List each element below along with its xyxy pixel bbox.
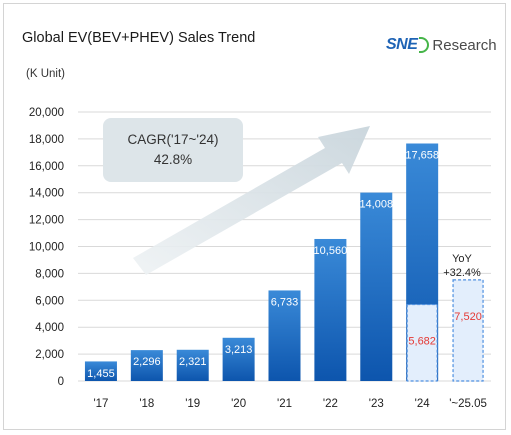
y-tick-label: 8,000	[35, 268, 64, 280]
x-tick-label: '21	[277, 398, 292, 410]
logo-text: Research	[432, 36, 497, 54]
bar	[360, 192, 393, 381]
bar	[268, 290, 301, 381]
x-axis-ticks: '17 '18 '19 '20 '21 '22 '23 '24 '~25.05	[93, 398, 486, 410]
yoy-annotation: YoY +32.4%	[443, 253, 481, 279]
y-tick-label: 20,000	[29, 107, 64, 119]
x-tick-label: '22	[323, 398, 338, 410]
x-tick-label: '24	[415, 398, 431, 410]
x-tick-label: '23	[369, 398, 384, 410]
chart-title: Global EV(BEV+PHEV) Sales Trend	[22, 30, 256, 46]
bar	[130, 350, 163, 381]
bar	[314, 238, 347, 381]
x-tick-label: '20	[231, 398, 246, 410]
bar	[222, 337, 255, 381]
yoy-label: YoY	[452, 253, 472, 265]
company-logo: SNE Research	[386, 34, 497, 56]
unit-label: (K Unit)	[26, 68, 65, 80]
y-tick-label: 4,000	[35, 322, 64, 334]
x-tick-label: '18	[139, 398, 154, 410]
bar-value-label: 6,733	[271, 296, 299, 308]
bar-value-label: 17,658	[405, 149, 439, 161]
bar-value-label: 14,008	[359, 199, 393, 211]
cagr-box	[103, 118, 243, 182]
bar	[176, 349, 209, 381]
y-tick-label: 14,000	[29, 188, 64, 200]
bar-value-label: 3,213	[225, 344, 253, 356]
bar-value-label: 2,296	[133, 356, 161, 368]
y-tick-label: 2,000	[35, 349, 64, 361]
partial-year-bars: 5,682 7,520	[406, 279, 484, 382]
bar-value-label: 1,455	[87, 368, 115, 380]
y-axis-ticks: 0 2,000 4,000 6,000 8,000 10,000 12,000 14,000 1…	[29, 107, 64, 388]
bar	[84, 361, 117, 381]
partial-value-label: 7,520	[454, 311, 482, 323]
partial-value-label: 5,682	[408, 336, 436, 348]
y-tick-label: 18,000	[29, 134, 64, 146]
yoy-value: +32.4%	[443, 267, 481, 279]
cagr-callout: CAGR('17~'24) 42.8%	[103, 118, 243, 182]
partial-bar	[406, 303, 438, 382]
partial-bar	[452, 279, 484, 382]
x-tick-label: '17	[93, 398, 108, 410]
x-tick-label: '~25.05	[449, 398, 487, 410]
x-tick-label: '19	[185, 398, 200, 410]
cagr-value: 42.8%	[154, 152, 192, 167]
y-tick-label: 0	[58, 376, 64, 388]
logo-swoosh-icon	[419, 37, 430, 53]
y-tick-label: 6,000	[35, 295, 64, 307]
y-tick-label: 10,000	[29, 242, 64, 254]
y-tick-label: 12,000	[29, 215, 64, 227]
bar-value-label: 2,321	[179, 356, 207, 368]
growth-arrow-icon	[133, 126, 370, 275]
y-tick-label: 16,000	[29, 161, 64, 173]
cagr-label: CAGR('17~'24)	[127, 132, 218, 147]
bar-value-label: 10,560	[314, 245, 348, 257]
logo-mark: SNE	[386, 36, 418, 53]
